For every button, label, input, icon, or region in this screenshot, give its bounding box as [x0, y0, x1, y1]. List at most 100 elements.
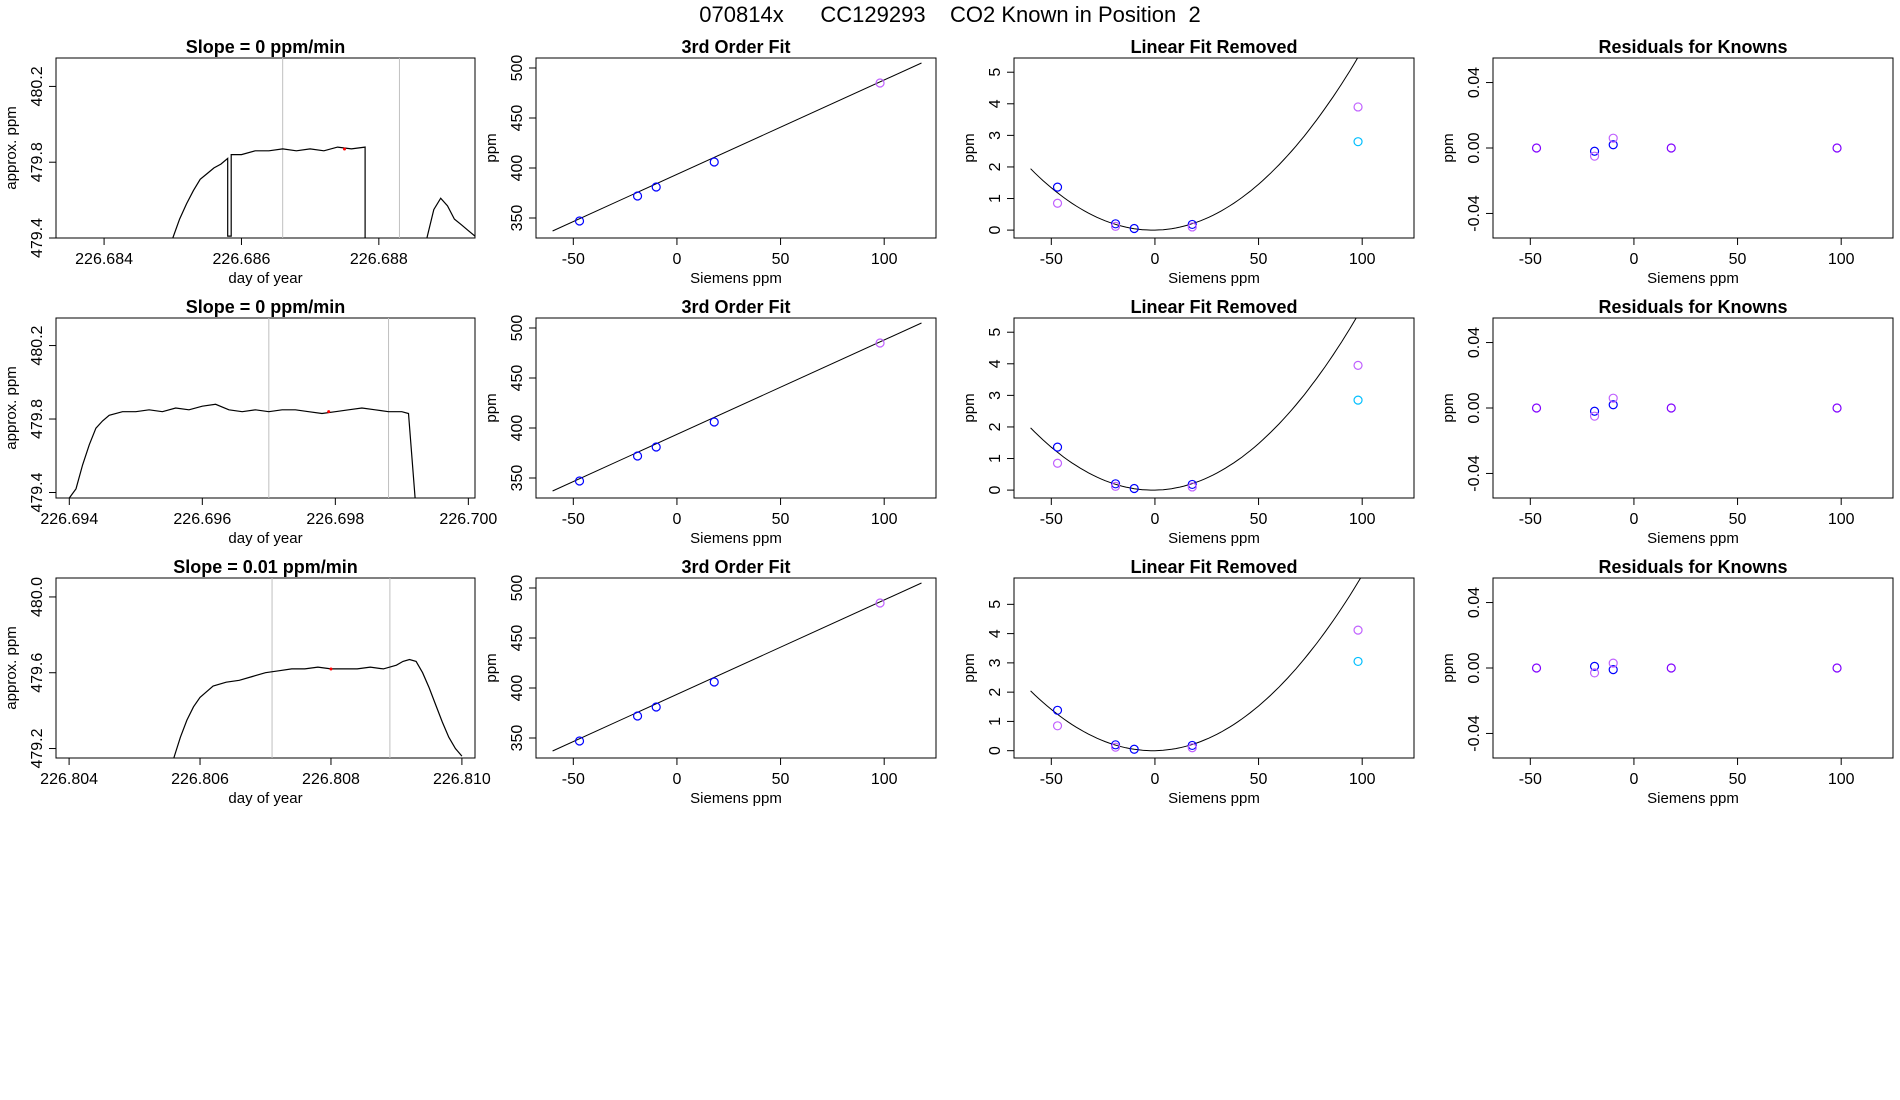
data-point	[1052, 458, 1063, 468]
y-tick-label: 1	[987, 454, 1004, 463]
plot-frame	[55, 57, 476, 239]
y-tick-label: 350	[509, 205, 526, 232]
x-tick-label: 0	[672, 251, 681, 268]
y-tick-label: 400	[509, 155, 526, 182]
plot-data	[1030, 58, 1363, 234]
data-point	[1589, 661, 1600, 671]
data-point	[1052, 705, 1063, 715]
panel-title: Residuals for Knowns	[1598, 297, 1787, 317]
x-tick-label: 100	[1349, 771, 1376, 788]
y-axis-label: ppm	[1440, 133, 1457, 162]
x-tick-label: -50	[1040, 511, 1063, 528]
data-point	[574, 476, 585, 486]
y-tick-label: 479.8	[29, 142, 46, 182]
x-axis-label: Siemens ppm	[1168, 270, 1260, 287]
trace-line	[172, 146, 366, 238]
data-point	[1353, 360, 1363, 370]
data-point	[1531, 663, 1542, 673]
plot-data	[1531, 393, 1842, 421]
y-tick-label: 0	[987, 746, 1004, 755]
y-tick-label: 500	[509, 55, 526, 82]
panel-title: 3rd Order Fit	[681, 557, 790, 577]
x-axis-label: day of year	[228, 530, 302, 547]
y-tick-label: 350	[509, 465, 526, 492]
plot-frame	[55, 577, 476, 759]
x-tick-label: 100	[1828, 511, 1855, 528]
y-tick-label: 0	[987, 486, 1004, 495]
x-tick-label: 50	[1250, 511, 1268, 528]
x-tick-label: 226.804	[40, 771, 98, 788]
data-point	[875, 338, 885, 348]
data-point	[1589, 411, 1600, 421]
x-tick-label: 50	[772, 251, 790, 268]
trace-line	[426, 197, 475, 238]
x-tick-label: 100	[871, 251, 898, 268]
y-tick-label: 1	[987, 194, 1004, 203]
data-point	[875, 78, 885, 88]
y-tick-label: 479.2	[29, 728, 46, 768]
data-point	[1052, 182, 1063, 192]
data-point	[1666, 143, 1676, 153]
y-tick-label: 480.2	[29, 66, 46, 106]
plot-frame	[1013, 57, 1415, 239]
data-point	[1531, 143, 1542, 153]
data-point	[1110, 481, 1121, 491]
data-point	[1589, 151, 1600, 161]
data-point	[632, 711, 643, 721]
plot-data	[1030, 578, 1363, 754]
y-tick-label: 500	[509, 315, 526, 342]
data-point	[1832, 143, 1842, 153]
x-tick-label: 0	[1629, 511, 1638, 528]
plot-data	[1030, 318, 1363, 494]
panel-title: Linear Fit Removed	[1130, 37, 1297, 57]
x-tick-label: 100	[1349, 251, 1376, 268]
x-axis-label: day of year	[228, 790, 302, 807]
trace-line	[68, 403, 416, 498]
x-tick-label: 50	[1729, 511, 1747, 528]
y-axis-label: ppm	[961, 393, 978, 422]
x-axis-label: Siemens ppm	[690, 530, 782, 547]
x-axis-label: Siemens ppm	[1647, 270, 1739, 287]
x-tick-label: 226.688	[350, 251, 408, 268]
x-tick-label: 226.806	[171, 771, 229, 788]
x-tick-label: 0	[672, 511, 681, 528]
y-tick-label: 450	[509, 365, 526, 392]
panel-title: Linear Fit Removed	[1130, 297, 1297, 317]
panel-title: 3rd Order Fit	[681, 297, 790, 317]
y-tick-label: -0.04	[1466, 195, 1483, 232]
data-point	[1187, 482, 1197, 492]
fit-line	[552, 62, 922, 232]
data-point	[1052, 198, 1063, 208]
x-tick-label: -50	[562, 771, 585, 788]
fit-line	[552, 322, 922, 492]
y-tick-label: 0.00	[1466, 392, 1483, 423]
y-tick-label: -0.04	[1466, 715, 1483, 752]
data-point	[1052, 721, 1063, 731]
x-tick-label: 100	[871, 511, 898, 528]
y-axis-label: ppm	[1440, 393, 1457, 422]
panel-1-2: 3rd Order Fit -50 0 50 100 350 400 450 500 Siemen…	[483, 37, 937, 287]
y-tick-label: 0.04	[1466, 587, 1483, 618]
y-tick-label: 0	[987, 226, 1004, 235]
data-point	[1531, 403, 1542, 413]
x-tick-label: -50	[1519, 511, 1542, 528]
y-tick-label: 3	[987, 658, 1004, 667]
data-point	[1129, 223, 1139, 234]
x-tick-label: 226.810	[433, 771, 491, 788]
x-tick-label: -50	[1519, 251, 1542, 268]
data-point	[1832, 403, 1842, 413]
y-tick-label: 0.04	[1466, 67, 1483, 98]
y-axis-label: ppm	[961, 133, 978, 162]
y-tick-label: 0.00	[1466, 132, 1483, 163]
x-tick-label: 226.700	[439, 511, 497, 528]
panel-3-1: Slope = 0.01 ppm/min 226.804 226.806 226.80…	[3, 557, 491, 807]
y-axis-label: approx. ppm	[3, 366, 20, 449]
data-point	[1608, 133, 1618, 143]
plot-frame	[535, 577, 937, 759]
data-point	[1353, 102, 1363, 112]
x-tick-label: 226.686	[213, 251, 271, 268]
plot-data	[552, 62, 922, 232]
data-point	[1187, 743, 1197, 753]
x-tick-label: 50	[772, 771, 790, 788]
panel-2-2: 3rd Order Fit -50 0 50 100 350 400 450 500 Siemen…	[483, 297, 937, 547]
